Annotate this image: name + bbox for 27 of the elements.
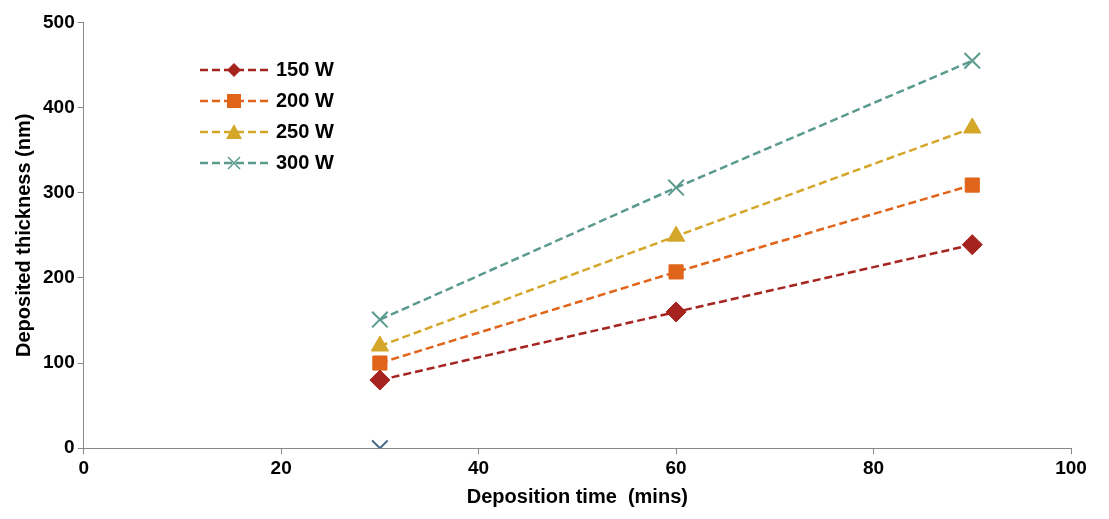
legend-label: 300 W <box>276 151 334 174</box>
x-tick-label: 40 <box>468 456 490 478</box>
y-tick-label: 300 <box>43 180 75 202</box>
x-tick-label: 100 <box>1055 456 1087 478</box>
x-tick-label: 60 <box>665 456 687 478</box>
point <box>372 355 388 371</box>
legend-label: 250 W <box>276 120 334 143</box>
point <box>964 177 980 193</box>
point <box>371 310 389 329</box>
point <box>961 234 983 256</box>
x-tick-label: 0 <box>78 456 89 478</box>
x-tick-label: 20 <box>270 456 292 478</box>
y-tick-label: 400 <box>43 95 75 117</box>
y-tick-label: 100 <box>43 351 75 373</box>
legend-label: 150 W <box>276 58 334 81</box>
y-axis-title: Deposited thickness (nm) <box>11 113 34 357</box>
x-axis-title: Deposition time (mins) <box>466 484 688 507</box>
point <box>665 301 687 323</box>
point <box>963 51 982 70</box>
y-tick-label: 0 <box>64 436 75 458</box>
y-tick-label: 500 <box>43 10 75 32</box>
point <box>667 178 685 197</box>
y-tick-label: 200 <box>43 266 75 288</box>
point <box>369 369 391 391</box>
point <box>668 264 684 280</box>
legend-label: 200 W <box>276 89 334 112</box>
x-tick-label: 80 <box>862 456 885 478</box>
